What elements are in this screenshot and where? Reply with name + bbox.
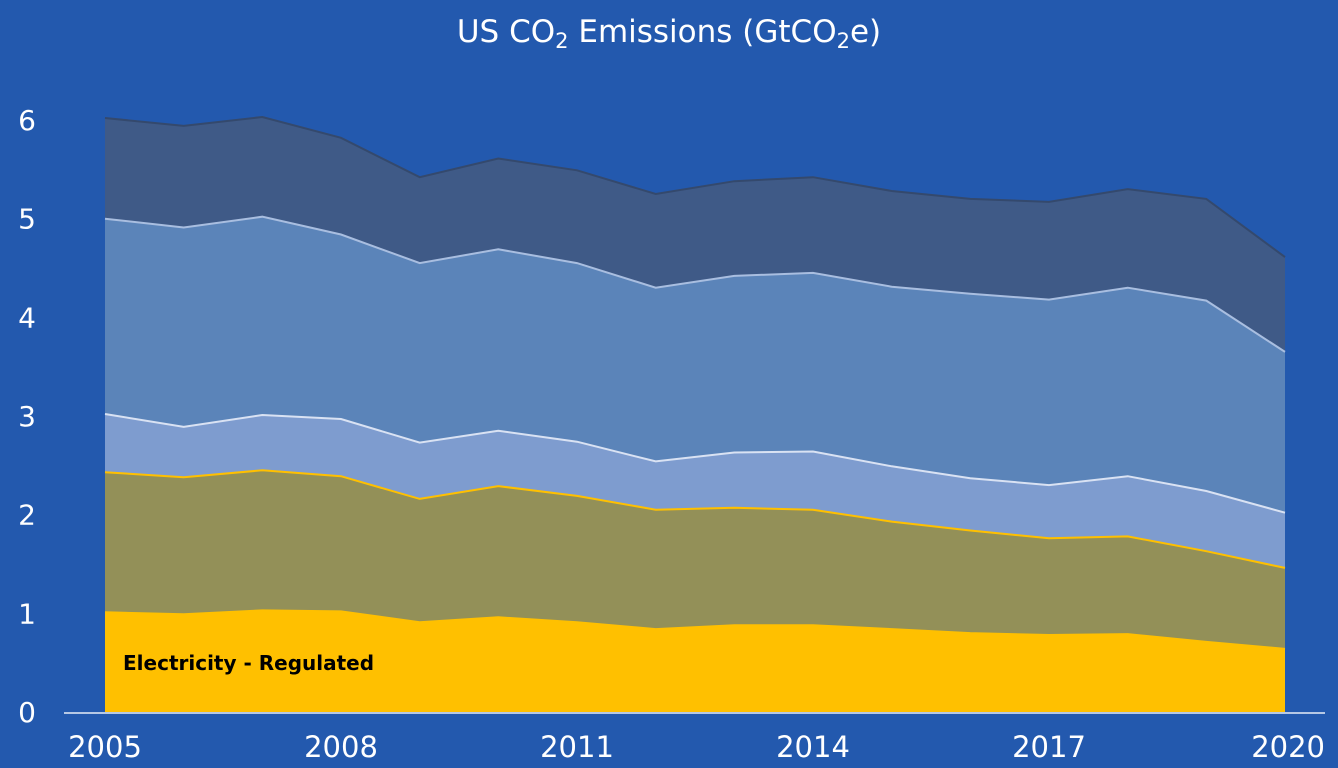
chart-title-middle: Emissions (GtCO [568, 14, 837, 50]
chart-title-subscript-1: 2 [555, 29, 569, 53]
chart-title-prefix: US CO [456, 14, 556, 50]
y-tick-labels: 0 1 2 3 4 5 6 [18, 104, 36, 729]
area-layers [104, 115, 1286, 712]
x-tick-label: 2008 [304, 730, 378, 764]
area-series-1 [105, 470, 1285, 649]
y-tick-label: 6 [18, 104, 36, 137]
y-tick-label: 0 [18, 696, 36, 729]
chart-title-subscript-2: 2 [836, 29, 850, 53]
area-series-0-line [104, 609, 1286, 650]
y-tick-label: 3 [18, 400, 36, 433]
chart-title: US CO2 Emissions (GtCO2e) [0, 14, 1338, 53]
x-tick-label: 2020 [1251, 730, 1325, 764]
y-tick-label: 5 [18, 203, 36, 236]
x-tick-label: 2005 [68, 730, 142, 764]
y-tick-label: 2 [18, 499, 36, 532]
area-series-2 [105, 414, 1285, 568]
area-series-0 [105, 610, 1285, 712]
area-series-1-line [104, 469, 1286, 569]
x-tick-label: 2017 [1012, 730, 1086, 764]
chart-title-suffix: e) [849, 14, 882, 50]
area-label: Electricity - Regulated [123, 651, 374, 675]
area-annotations: Electricity - Regulated [123, 651, 374, 675]
area-series-3-line [104, 215, 1286, 353]
x-tick-label: 2014 [776, 730, 850, 764]
x-tick-label: 2011 [540, 730, 614, 764]
y-tick-label: 4 [18, 301, 36, 334]
area-series-2-line [104, 413, 1286, 514]
area-series-4-line [104, 115, 1286, 258]
area-series-4 [105, 117, 1285, 352]
x-tick-labels: 2005 2008 2011 2014 2017 2020 [68, 730, 1325, 764]
area-series-3 [105, 216, 1285, 513]
y-tick-label: 1 [18, 597, 36, 630]
